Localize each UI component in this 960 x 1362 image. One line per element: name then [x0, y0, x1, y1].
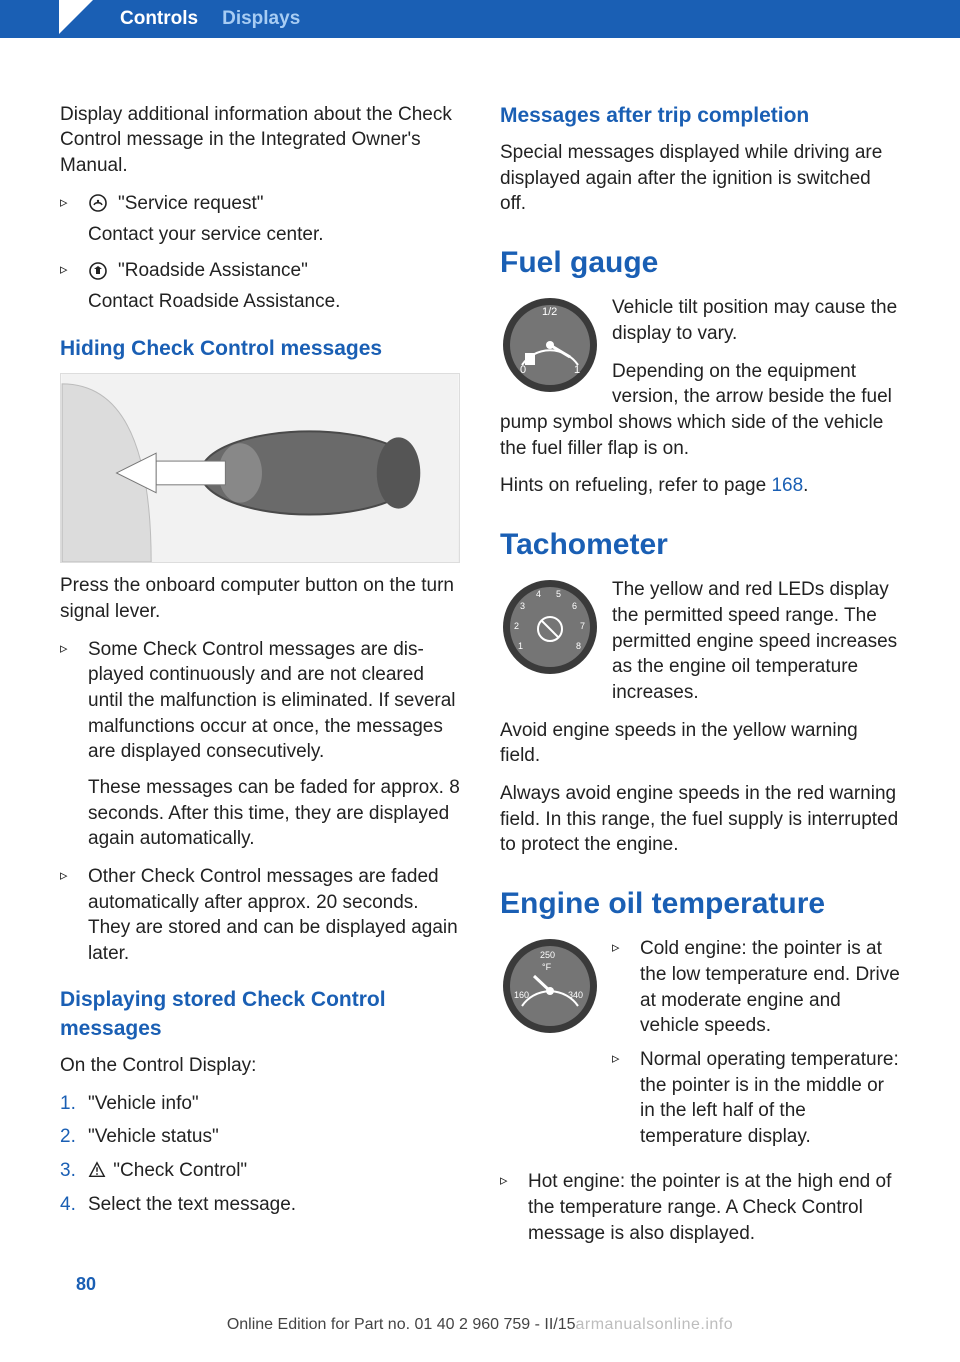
list-item: Hot engine: the pointer is at the high e… — [500, 1169, 900, 1246]
fuel-tick-1: 1 — [574, 364, 580, 376]
turn-signal-illustration — [60, 373, 460, 563]
step-4-label: Select the text message. — [88, 1194, 296, 1215]
tab-controls: Controls — [120, 6, 198, 32]
oil-b1: Cold engine: the pointer is at the low t… — [640, 938, 900, 1036]
heading-oil: Engine oil temperature — [500, 884, 900, 925]
tach-p3: Always avoid engine speeds in the red wa… — [500, 781, 900, 858]
svg-text:250: 250 — [540, 950, 555, 960]
step-item: "Vehicle status" — [60, 1124, 460, 1150]
step-1-label: "Vehicle info" — [88, 1093, 199, 1114]
list-item: "Service request" Contact your service c… — [60, 191, 460, 248]
roadside-label: "Roadside Assistance" — [118, 258, 308, 284]
tab-displays: Displays — [222, 6, 300, 32]
oil-b3: Hot engine: the pointer is at the high e… — [528, 1171, 891, 1243]
svg-text:7: 7 — [580, 621, 585, 631]
behavior-list: Some Check Control messages are dis­play… — [60, 637, 460, 967]
watermark: armanualsonline.info — [576, 1316, 734, 1333]
svg-text:2: 2 — [514, 621, 519, 631]
page-number: 80 — [76, 1272, 96, 1296]
svg-text:5: 5 — [556, 589, 561, 599]
page-footer: 80 Online Edition for Part no. 01 40 2 9… — [0, 1252, 960, 1362]
step-item: "Check Control" — [60, 1158, 460, 1184]
svg-text:°F: °F — [542, 962, 552, 972]
service-list: "Service request" Contact your service c… — [60, 191, 460, 316]
fuel-p3b: . — [803, 475, 808, 496]
service-request-sub: Contact your service center. — [88, 222, 460, 248]
service-request-label: "Service request" — [118, 191, 264, 217]
behavior-2: Other Check Control messages are faded a… — [88, 866, 458, 964]
illus-caption: Press the onboard computer button on the… — [60, 573, 460, 624]
step-3-label: "Check Control" — [113, 1160, 247, 1181]
heading-fuel: Fuel gauge — [500, 243, 900, 284]
stored-sub: On the Control Display: — [60, 1053, 460, 1079]
messages-trip-text: Special messages displayed while driving… — [500, 140, 900, 217]
fuel-gauge-icon: 0 1/2 1 — [500, 295, 600, 395]
step-2-label: "Vehicle status" — [88, 1126, 219, 1147]
fuel-tick-half: 1/2 — [542, 306, 557, 318]
roadside-icon — [88, 261, 108, 281]
behavior-1b: These messages can be faded for approx. … — [88, 775, 460, 852]
oil-list-2: Hot engine: the pointer is at the high e… — [500, 1169, 900, 1246]
heading-messages-trip: Messages after trip completion — [500, 102, 900, 130]
oil-list: Cold engine: the pointer is at the low t… — [612, 936, 900, 1157]
heading-tach: Tachometer — [500, 525, 900, 566]
intro-text: Display additional information about the… — [60, 102, 460, 179]
behavior-1: Some Check Control messages are dis­play… — [88, 639, 456, 763]
heading-hiding: Hiding Check Control messages — [60, 335, 460, 363]
svg-text:6: 6 — [572, 601, 577, 611]
page-body: Display additional information about the… — [0, 38, 960, 1299]
list-item: Some Check Control messages are dis­play… — [60, 637, 460, 852]
list-item: Other Check Control messages are faded a… — [60, 864, 460, 967]
left-column: Display additional information about the… — [60, 102, 460, 1259]
bmw-assist-icon — [88, 193, 108, 213]
step-item: Select the text message. — [60, 1192, 460, 1218]
svg-text:4: 4 — [536, 589, 541, 599]
fuel-p3a: Hints on refueling, refer to page — [500, 475, 771, 496]
oil-temp-gauge-icon: 160 250 340 °F — [500, 936, 600, 1036]
warning-triangle-icon — [88, 1161, 108, 1184]
svg-text:340: 340 — [568, 990, 583, 1000]
tachometer-icon: 1 2 3 4 5 6 7 8 — [500, 577, 600, 677]
list-item: Normal operating tempera­ture: the point… — [612, 1047, 900, 1150]
tach-p2: Avoid engine speeds in the yellow warnin… — [500, 718, 900, 769]
step-item: "Vehicle info" — [60, 1091, 460, 1117]
steps-list: "Vehicle info" "Vehicle status" "Check C… — [60, 1091, 460, 1218]
oil-b2: Normal operating tempera­ture: the point… — [640, 1049, 899, 1147]
list-item: "Roadside Assistance" Contact Roadside A… — [60, 258, 460, 315]
svg-text:8: 8 — [576, 641, 581, 651]
fuel-tick-0: 0 — [520, 364, 526, 376]
svg-text:1: 1 — [518, 641, 523, 651]
page-link-168[interactable]: 168 — [771, 475, 803, 496]
svg-text:3: 3 — [520, 601, 525, 611]
header-tabs: Controls Displays — [0, 0, 960, 38]
list-item: Cold engine: the pointer is at the low t… — [612, 936, 900, 1039]
edition-text: Online Edition for Part no. 01 40 2 960 … — [227, 1316, 576, 1333]
svg-text:160: 160 — [514, 990, 529, 1000]
fuel-p3: Hints on refueling, refer to page 168. — [500, 473, 900, 499]
roadside-sub: Contact Roadside Assistance. — [88, 289, 460, 315]
heading-stored: Displaying stored Check Control messages — [60, 986, 460, 1043]
right-column: Messages after trip completion Special m… — [500, 102, 900, 1259]
footer-line: Online Edition for Part no. 01 40 2 960 … — [60, 1314, 900, 1336]
